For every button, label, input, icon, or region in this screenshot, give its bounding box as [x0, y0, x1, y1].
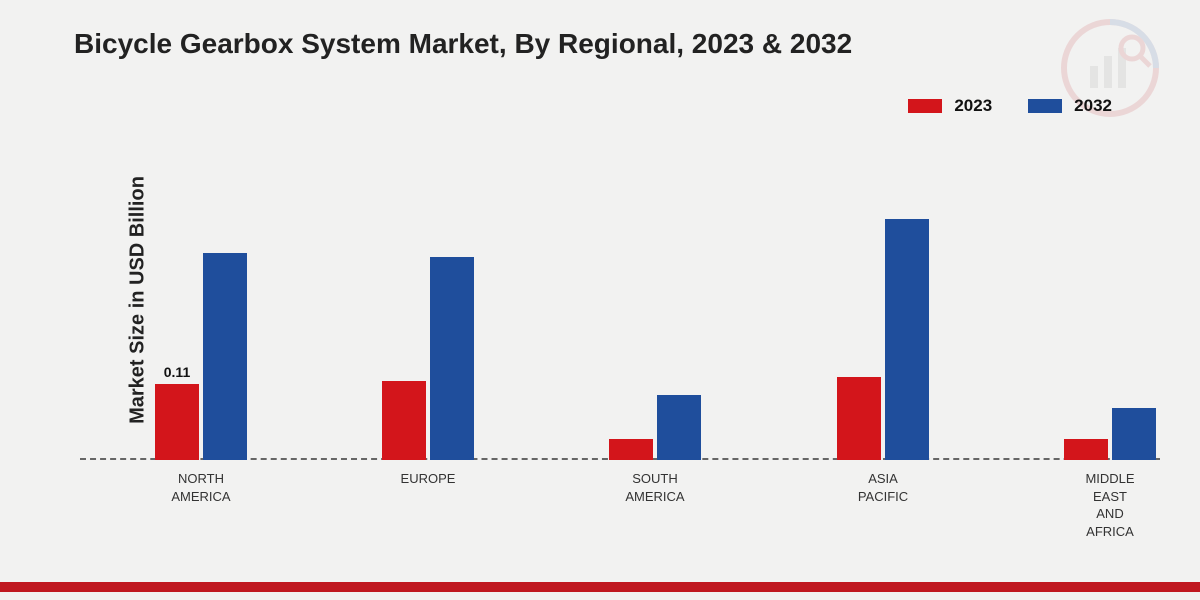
legend-item-2032: 2032: [1028, 96, 1112, 116]
category-label: NORTHAMERICA: [131, 470, 271, 505]
bar: [1112, 408, 1156, 460]
bar: [382, 381, 426, 460]
plot-area: 0.11: [80, 150, 1160, 460]
bar-group: 0.11: [155, 253, 247, 460]
legend-item-2023: 2023: [908, 96, 992, 116]
category-label: ASIAPACIFIC: [813, 470, 953, 505]
footer-accent-bar: [0, 582, 1200, 592]
category-label: MIDDLEEASTANDAFRICA: [1040, 470, 1180, 540]
category-label: SOUTHAMERICA: [585, 470, 725, 505]
legend-swatch-2032: [1028, 99, 1062, 113]
bar-group: [609, 395, 701, 460]
category-label: EUROPE: [358, 470, 498, 488]
bar: [609, 439, 653, 460]
legend-label-2023: 2023: [954, 96, 992, 116]
bar: [885, 219, 929, 460]
bar: [155, 384, 199, 460]
bar-value-label: 0.11: [164, 364, 190, 380]
bar-group: [382, 257, 474, 460]
bar-group: [1064, 408, 1156, 460]
legend: 2023 2032: [908, 96, 1112, 116]
legend-label-2032: 2032: [1074, 96, 1112, 116]
bar-group: [837, 219, 929, 460]
bar: [837, 377, 881, 460]
bar: [430, 257, 474, 460]
bar: [657, 395, 701, 460]
chart-title: Bicycle Gearbox System Market, By Region…: [74, 28, 852, 60]
bar: [1064, 439, 1108, 460]
bar: [203, 253, 247, 460]
legend-swatch-2023: [908, 99, 942, 113]
